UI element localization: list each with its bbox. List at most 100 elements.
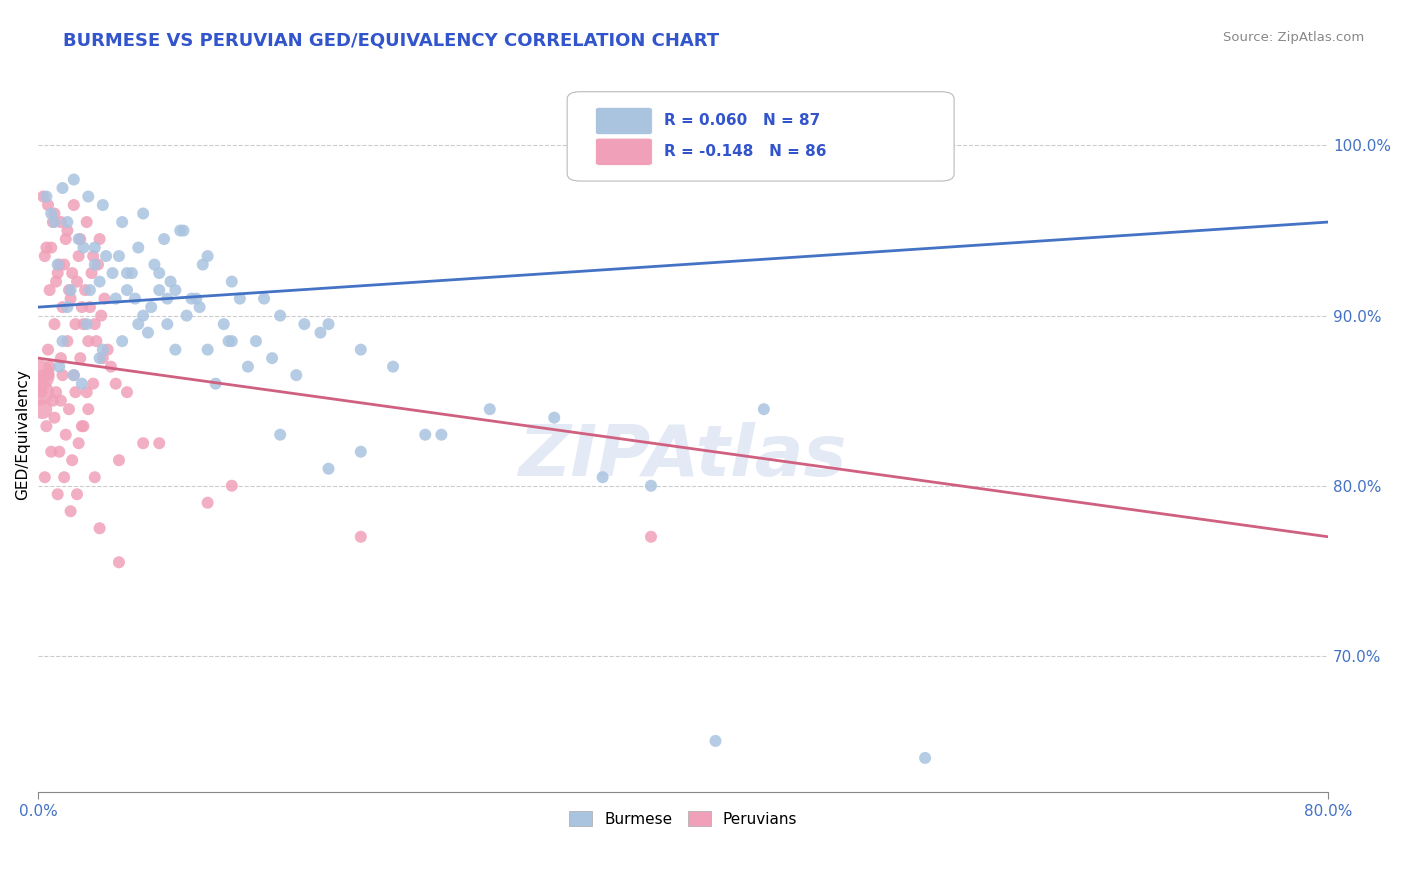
Point [72, 317, 94, 331]
Point [115, 283, 138, 297]
Point [318, 317, 340, 331]
Point [34, 470, 56, 484]
Point [32, 189, 55, 203]
Point [59, 292, 82, 306]
Point [60, 266, 83, 280]
Point [127, 241, 149, 255]
Point [124, 292, 146, 306]
Point [34, 249, 56, 263]
Point [51, 300, 73, 314]
Point [35, 189, 58, 203]
Point [153, 232, 176, 246]
Point [67, 232, 90, 246]
Point [65, 385, 87, 400]
Point [172, 223, 194, 237]
Point [169, 223, 191, 237]
Point [56, 215, 79, 229]
Point [413, 427, 436, 442]
Point [31, 385, 53, 400]
Point [80, 266, 103, 280]
Point [89, 351, 111, 366]
Point [108, 249, 131, 263]
Point [180, 292, 202, 306]
Point [204, 376, 226, 391]
Point [132, 206, 155, 220]
Point [76, 385, 98, 400]
Point [83, 258, 105, 272]
Point [592, 470, 614, 484]
Point [136, 326, 159, 340]
Point [37, 368, 59, 383]
Point [62, 172, 84, 186]
Point [197, 343, 219, 357]
Point [62, 198, 84, 212]
Point [83, 317, 105, 331]
Point [37, 343, 59, 357]
Point [104, 292, 127, 306]
Point [191, 258, 214, 272]
Point [67, 249, 90, 263]
Point [38, 359, 60, 374]
Point [221, 334, 243, 348]
Point [55, 427, 77, 442]
Point [37, 198, 59, 212]
Point [229, 292, 252, 306]
Point [72, 419, 94, 434]
Point [269, 309, 291, 323]
Point [111, 215, 134, 229]
Point [640, 530, 662, 544]
Point [82, 376, 104, 391]
Point [66, 275, 89, 289]
Point [115, 266, 138, 280]
Point [188, 300, 211, 314]
Point [269, 427, 291, 442]
Point [38, 283, 60, 297]
Point [148, 283, 170, 297]
Point [89, 521, 111, 535]
Point [253, 292, 276, 306]
Text: BURMESE VS PERUVIAN GED/EQUIVALENCY CORRELATION CHART: BURMESE VS PERUVIAN GED/EQUIVALENCY CORR… [63, 31, 720, 49]
Point [218, 334, 240, 348]
Point [97, 343, 120, 357]
Point [148, 436, 170, 450]
Point [42, 393, 65, 408]
Legend: Burmese, Peruvians: Burmese, Peruvians [561, 803, 806, 834]
Point [127, 317, 149, 331]
Point [156, 292, 179, 306]
Point [79, 283, 101, 297]
Point [69, 232, 91, 246]
Point [83, 241, 105, 255]
Point [318, 461, 340, 475]
Point [44, 317, 66, 331]
Point [77, 334, 100, 348]
Y-axis label: GED/Equivalency: GED/Equivalency [15, 369, 30, 500]
Point [70, 419, 93, 434]
Point [69, 351, 91, 366]
Point [72, 241, 94, 255]
Point [197, 496, 219, 510]
Point [75, 283, 97, 297]
Point [62, 368, 84, 383]
Point [245, 334, 267, 348]
Point [39, 206, 62, 220]
Point [104, 376, 127, 391]
Point [56, 223, 79, 237]
Point [86, 334, 108, 348]
Point [28, 368, 51, 383]
Point [91, 351, 114, 366]
Point [60, 453, 83, 467]
Point [39, 241, 62, 255]
Point [46, 258, 69, 272]
Text: ZIPAtlas: ZIPAtlas [519, 422, 848, 491]
Text: R = -0.148   N = 86: R = -0.148 N = 86 [664, 144, 827, 159]
Point [309, 326, 332, 340]
Point [285, 368, 308, 383]
Point [132, 309, 155, 323]
Point [89, 275, 111, 289]
Point [156, 317, 179, 331]
Point [46, 487, 69, 501]
Point [148, 266, 170, 280]
Point [49, 393, 72, 408]
Point [66, 487, 89, 501]
Point [59, 283, 82, 297]
